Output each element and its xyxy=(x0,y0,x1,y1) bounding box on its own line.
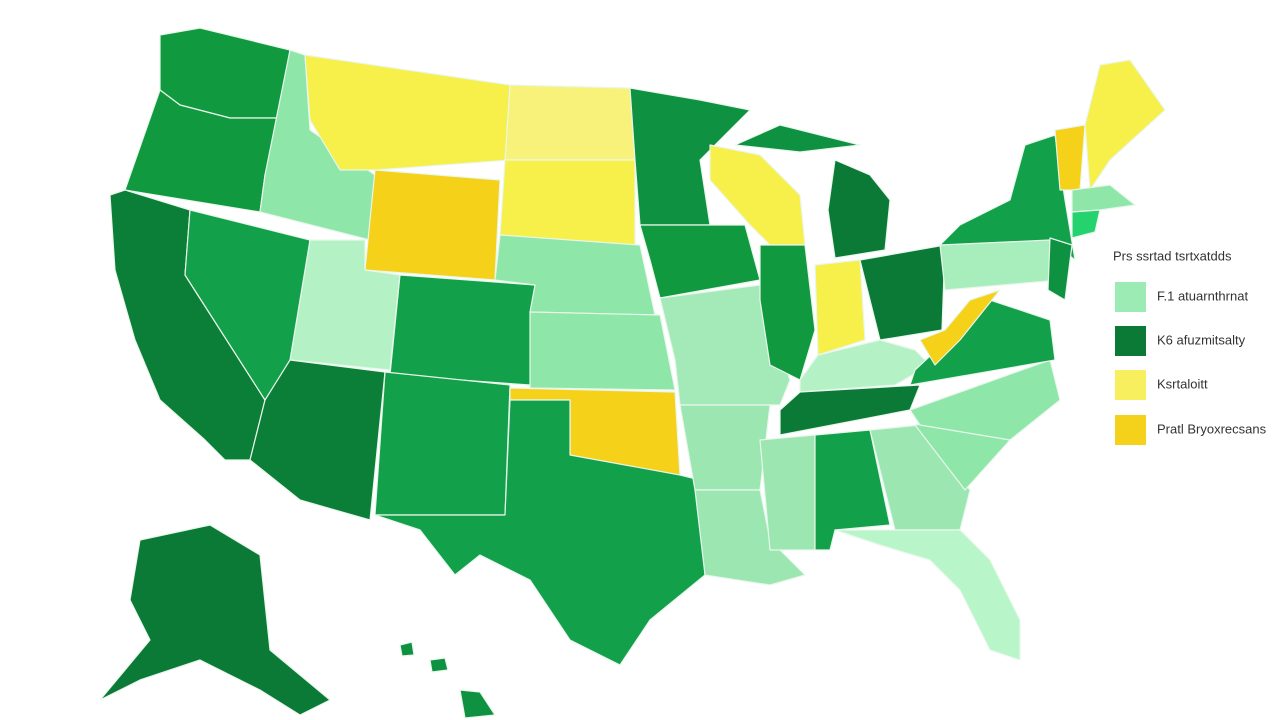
state xyxy=(99,524,331,716)
state xyxy=(1071,209,1101,239)
state xyxy=(639,224,761,299)
state xyxy=(364,169,501,281)
state xyxy=(504,84,636,161)
state xyxy=(1047,237,1073,301)
legend-label: Pratl Bryoxrecsans xyxy=(1157,421,1267,436)
state xyxy=(374,399,706,666)
state xyxy=(909,359,1061,441)
state xyxy=(759,434,816,551)
state xyxy=(629,87,751,226)
legend-swatch xyxy=(1115,415,1146,445)
us-map xyxy=(99,27,1166,719)
state xyxy=(869,424,971,531)
legend-swatch xyxy=(1115,370,1146,400)
legend-swatch xyxy=(1115,282,1146,312)
legend-label: K6 afuzmitsalty xyxy=(1157,332,1246,347)
state xyxy=(814,259,866,356)
state xyxy=(529,311,676,391)
legend: Prs ssrtad tsrtxatdds F.1 atuarnthrnat K6… xyxy=(1113,248,1267,445)
legend-title: Prs ssrtad tsrtxatdds xyxy=(1113,248,1232,263)
state xyxy=(1071,184,1136,213)
state xyxy=(374,371,511,516)
state xyxy=(779,384,921,436)
legend-label: F.1 atuarnthrnat xyxy=(1157,288,1248,303)
state xyxy=(459,689,496,719)
state xyxy=(694,489,806,586)
state xyxy=(429,657,449,673)
state xyxy=(399,641,415,657)
state xyxy=(919,289,1001,366)
state xyxy=(109,189,266,461)
state xyxy=(834,529,1021,661)
state xyxy=(827,159,891,259)
state xyxy=(679,404,771,491)
state xyxy=(389,274,536,386)
legend-swatch xyxy=(1115,326,1146,356)
state xyxy=(734,124,861,153)
legend-label: Ksrtaloitt xyxy=(1157,376,1208,391)
state xyxy=(859,244,946,341)
state xyxy=(1054,124,1086,191)
state xyxy=(939,134,1076,261)
state xyxy=(499,159,636,246)
